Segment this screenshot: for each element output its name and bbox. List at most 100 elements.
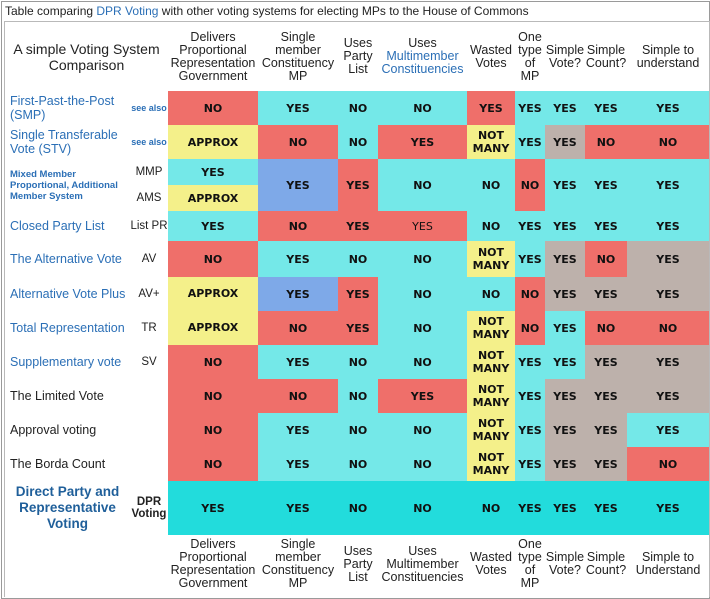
- cell: YES: [515, 379, 545, 413]
- row-name-av-plus[interactable]: Alternative Vote Plus: [5, 277, 130, 311]
- cell: NO: [627, 311, 709, 345]
- row-abbr: [130, 447, 168, 481]
- row-name-mmp-ams[interactable]: Mixed Member Proportional, Additional Me…: [5, 159, 130, 211]
- cell: YES: [627, 345, 709, 379]
- cell: YES: [545, 125, 585, 159]
- cell: NO: [515, 277, 545, 311]
- row-abbr-dpr: DPR Voting: [130, 481, 168, 535]
- cell: YES: [515, 481, 545, 535]
- cell: NO: [467, 277, 515, 311]
- cell: YES: [627, 277, 709, 311]
- row-abbr: [130, 379, 168, 413]
- cell: YES: [545, 311, 585, 345]
- cell: YES: [627, 481, 709, 535]
- col-header-party-list: Uses Party List: [338, 22, 378, 91]
- row-abbr: AMS: [130, 185, 168, 211]
- cell: YES: [258, 277, 338, 311]
- cell: NO: [168, 91, 258, 125]
- cell: NO: [168, 241, 258, 277]
- header-row: A simple Voting System Comparison Delive…: [5, 22, 709, 91]
- row-name-total-representation[interactable]: Total Representation: [5, 311, 130, 345]
- cell: YES: [585, 413, 627, 447]
- cell: YES: [545, 345, 585, 379]
- table-row: Closed Party List List PR YES NO YES YES…: [5, 211, 709, 241]
- footer-col-multimember: Uses Multimember Constituencies: [378, 535, 467, 593]
- cell: NO: [467, 159, 515, 211]
- cell: YES: [258, 481, 338, 535]
- row-abbr: AV+: [130, 277, 168, 311]
- cell: YES: [515, 447, 545, 481]
- cell: YES: [627, 413, 709, 447]
- cell: NO: [338, 125, 378, 159]
- table-row: The Limited Vote NO NO NO YES NOT MANY Y…: [5, 379, 709, 413]
- row-name-stv[interactable]: Single Transferable Vote (STV): [5, 125, 130, 159]
- cell: YES: [545, 413, 585, 447]
- cell: NOT MANY: [467, 447, 515, 481]
- cell: YES: [338, 211, 378, 241]
- row-name-closed-party-list[interactable]: Closed Party List: [5, 211, 130, 241]
- see-also-link[interactable]: see also: [130, 125, 168, 159]
- col-header-simple-understand: Simple to understand: [627, 22, 709, 91]
- cell: NO: [378, 241, 467, 277]
- cell: YES: [168, 159, 258, 185]
- cell: YES: [258, 159, 338, 211]
- cell: NO: [338, 481, 378, 535]
- cell: YES: [627, 211, 709, 241]
- footer-col-proportional: Delivers Proportional Representation Gov…: [168, 535, 258, 593]
- row-name-approval-voting: Approval voting: [5, 413, 130, 447]
- cell: YES: [378, 211, 467, 241]
- cell: YES: [545, 241, 585, 277]
- cell: YES: [545, 447, 585, 481]
- col-header-wasted-votes: Wasted Votes: [467, 22, 515, 91]
- cell: NO: [168, 447, 258, 481]
- multimember-link[interactable]: Multimember Constituencies: [381, 49, 464, 76]
- cell: YES: [545, 481, 585, 535]
- cell: NO: [338, 379, 378, 413]
- cell: YES: [338, 311, 378, 345]
- cell: YES: [585, 345, 627, 379]
- footer-col-wasted-votes: Wasted Votes: [467, 535, 515, 593]
- row-abbr: [130, 413, 168, 447]
- cell: YES: [627, 379, 709, 413]
- cell: NO: [168, 413, 258, 447]
- cell: NO: [338, 91, 378, 125]
- cell: YES: [585, 211, 627, 241]
- cell: NOT MANY: [467, 125, 515, 159]
- cell: APPROX: [168, 125, 258, 159]
- row-name-supplementary-vote[interactable]: Supplementary vote: [5, 345, 130, 379]
- cell: NOT MANY: [467, 241, 515, 277]
- cell: YES: [585, 91, 627, 125]
- cell: YES: [338, 159, 378, 211]
- cell: YES: [338, 277, 378, 311]
- table-row: Direct Party and Representative Voting D…: [5, 481, 709, 535]
- cell: YES: [545, 277, 585, 311]
- row-abbr: List PR: [130, 211, 168, 241]
- cell: NO: [338, 413, 378, 447]
- cell: YES: [515, 345, 545, 379]
- table-row: Alternative Vote Plus AV+ APPROX APPROX Y…: [5, 277, 709, 345]
- cell: NO: [515, 159, 545, 211]
- see-also-link[interactable]: see also: [130, 91, 168, 125]
- col-header-simple-vote: Simple Vote?: [545, 22, 585, 91]
- cell: NO: [168, 379, 258, 413]
- cell: NOT MANY: [467, 379, 515, 413]
- row-name-fptp[interactable]: First-Past-the-Post (SMP): [5, 91, 130, 125]
- cell: YES: [258, 345, 338, 379]
- cell: YES: [258, 413, 338, 447]
- footer-empty: [5, 535, 168, 593]
- cell: NO: [378, 345, 467, 379]
- row-abbr: SV: [130, 345, 168, 379]
- table-row: Single Transferable Vote (STV) see also …: [5, 125, 709, 159]
- footer-col-simple-vote: Simple Vote?: [545, 535, 585, 593]
- cell: NO: [378, 447, 467, 481]
- footer-col-single-member: Single member Constituency MP: [258, 535, 338, 593]
- cell: NO: [258, 211, 338, 241]
- cell: YES: [627, 91, 709, 125]
- table-row: Mixed Member Proportional, Additional Me…: [5, 159, 709, 211]
- dpr-voting-link[interactable]: DPR Voting: [96, 4, 159, 18]
- row-name-av[interactable]: The Alternative Vote: [5, 241, 130, 277]
- cell: NO: [515, 311, 545, 345]
- cell: NO: [627, 447, 709, 481]
- cell: YES: [585, 277, 627, 311]
